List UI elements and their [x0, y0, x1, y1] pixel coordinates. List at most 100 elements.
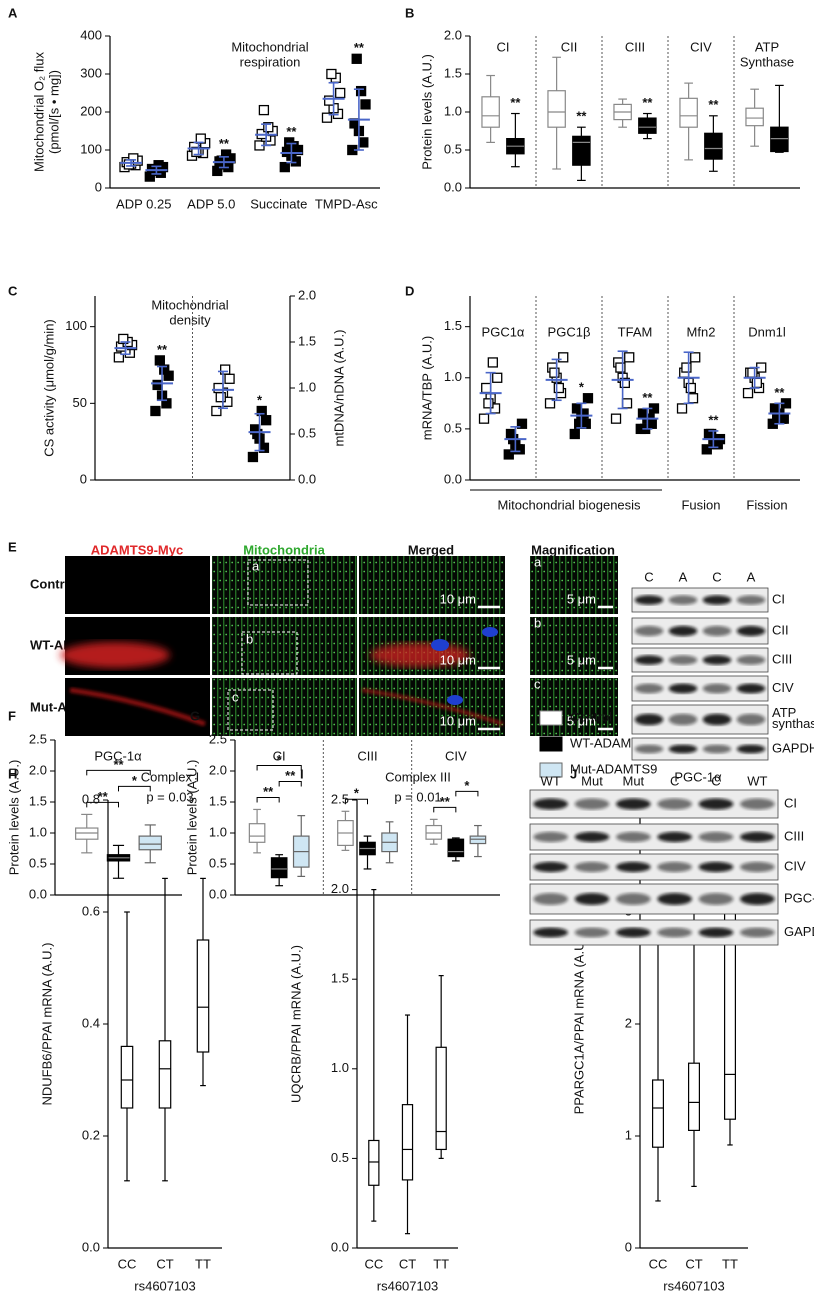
blot-band	[698, 893, 734, 905]
category-label: CIV	[690, 39, 712, 54]
y2-tick-label: 1.5	[298, 333, 316, 348]
scale-bar-label: 5 μm	[567, 591, 596, 606]
data-point	[355, 85, 367, 97]
data-point	[512, 444, 523, 455]
blot-band	[615, 927, 651, 938]
blot-band	[533, 927, 569, 938]
significance: **	[440, 794, 451, 809]
y-tick-label: 0.0	[444, 179, 462, 194]
data-point	[747, 367, 758, 378]
band-label: CIV	[772, 680, 794, 695]
micrograph	[65, 556, 210, 614]
inset-box	[241, 631, 298, 675]
y-tick-label: 0.0	[82, 1239, 100, 1254]
y-tick-label: 50	[73, 395, 87, 410]
y-tick-label: 0	[95, 179, 102, 194]
data-point	[279, 161, 290, 173]
data-point	[123, 159, 135, 170]
blot-band	[668, 683, 698, 694]
y-tick-label: 0.8	[82, 791, 100, 806]
box	[481, 96, 500, 128]
blot-band	[736, 683, 766, 694]
y-tick-label: 100	[65, 318, 87, 333]
blot-band	[615, 831, 651, 843]
data-point	[549, 367, 560, 378]
category-label: ATP	[755, 39, 779, 54]
significance: **	[642, 390, 653, 405]
blot-band	[634, 625, 664, 637]
blot-band	[698, 861, 734, 873]
box	[75, 827, 99, 840]
inset-letter: a	[252, 558, 260, 573]
data-point	[113, 352, 125, 363]
category-label: CT	[399, 1256, 416, 1271]
column-header: Mitochondria	[243, 542, 325, 557]
micrograph	[530, 678, 618, 736]
category-label: PGC1β	[548, 324, 591, 339]
data-point	[487, 357, 498, 368]
blot-band	[574, 893, 610, 905]
data-point	[676, 403, 688, 414]
data-point	[360, 99, 371, 110]
significance: **	[708, 97, 719, 112]
significance: **	[263, 784, 274, 799]
y-tick-label: 2.0	[331, 881, 349, 896]
box	[651, 1079, 664, 1148]
y-tick-label: 1.0	[209, 824, 227, 839]
lane-label: WT	[541, 773, 561, 788]
lane-label: Mut	[581, 773, 603, 788]
y-tick-label: 0.5	[29, 855, 47, 870]
category-label: CT	[685, 1256, 702, 1271]
scale-bar-label: 10 μm	[440, 652, 476, 667]
y-tick-label: 1.5	[444, 65, 462, 80]
blot-band	[657, 927, 693, 938]
blot-band	[533, 798, 569, 810]
y-axis-label: mRNA/TBP (A.U.)	[419, 336, 434, 441]
data-point	[215, 392, 226, 403]
data-point	[152, 379, 163, 391]
band-label: CI	[772, 591, 785, 606]
data-point	[687, 393, 699, 404]
y-tick-label: 200	[80, 103, 102, 118]
data-point	[351, 53, 362, 64]
nucleus	[447, 695, 463, 705]
red-signal	[69, 687, 206, 727]
data-point	[610, 413, 622, 424]
blot-band	[698, 927, 734, 938]
y-tick-label: 1.5	[444, 318, 462, 333]
inset-letter: c	[232, 689, 239, 704]
category-label: ADP 0.25	[116, 196, 171, 211]
box	[704, 132, 723, 160]
red-signal	[60, 642, 170, 668]
y2-tick-label: 1.0	[298, 379, 316, 394]
blot-band	[702, 713, 732, 726]
significance: *	[579, 380, 585, 395]
inset-letter: b	[246, 631, 253, 646]
lane-label: A	[747, 569, 756, 584]
column-header: ADAMTS9-Myc	[91, 542, 183, 557]
blot-band	[657, 861, 693, 873]
blot-band	[698, 798, 734, 810]
x-axis-label: rs4607103	[663, 1278, 724, 1293]
data-point	[247, 451, 259, 463]
annotation: p = 0.03	[146, 789, 193, 804]
lane-label: C	[712, 569, 721, 584]
box	[547, 90, 566, 128]
data-point	[569, 428, 580, 440]
significance: **	[157, 342, 168, 357]
box	[425, 824, 443, 840]
data-point	[685, 382, 696, 394]
y-tick-label: 0.5	[209, 855, 227, 870]
data-point	[150, 405, 161, 417]
legend-label: Mut-ADAMTS9	[570, 761, 657, 776]
blot-band	[533, 893, 569, 905]
y-tick-label: 0.5	[331, 1150, 349, 1165]
box	[572, 135, 591, 166]
bracket	[256, 764, 302, 771]
significance: **	[219, 136, 230, 151]
lane-label: C	[711, 773, 720, 788]
data-point	[252, 428, 263, 440]
y-tick-label: 0	[80, 471, 87, 486]
box	[138, 835, 162, 851]
y-tick-label: 1.5	[331, 971, 349, 986]
